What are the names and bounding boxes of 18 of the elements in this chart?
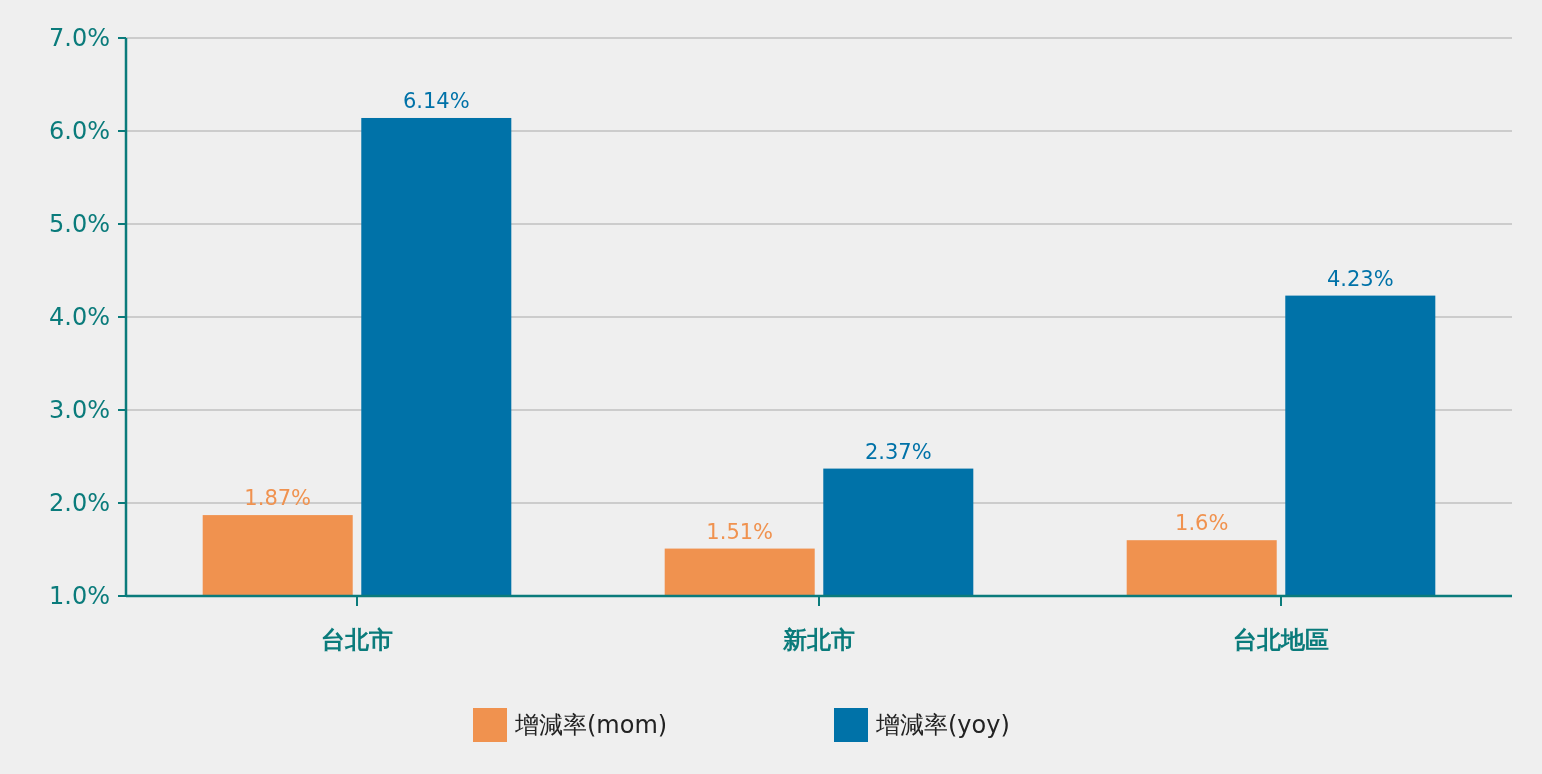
data-label: 4.23% xyxy=(1326,266,1394,291)
legend-label: 增減率(mom) xyxy=(514,711,668,740)
x-tick-label: 新北市 xyxy=(782,626,855,654)
y-tick-label: 5.0% xyxy=(49,210,110,239)
data-label: 1.87% xyxy=(244,486,312,511)
x-tick-label: 台北地區 xyxy=(1233,626,1329,654)
x-tick-label: 台北市 xyxy=(321,626,393,654)
legend-label: 增減率(yoy) xyxy=(875,711,1010,740)
data-label: 1.51% xyxy=(706,519,774,544)
y-tick-label: 3.0% xyxy=(49,396,110,425)
y-tick-label: 7.0% xyxy=(49,24,110,53)
data-label: 6.14% xyxy=(402,88,470,113)
y-tick-label: 4.0% xyxy=(49,303,110,332)
data-label: 2.37% xyxy=(864,439,932,464)
y-tick-label: 1.0% xyxy=(49,582,110,611)
y-tick-label: 6.0% xyxy=(49,117,110,146)
y-tick-label: 2.0% xyxy=(49,489,110,518)
data-label: 1.6% xyxy=(1175,511,1229,536)
